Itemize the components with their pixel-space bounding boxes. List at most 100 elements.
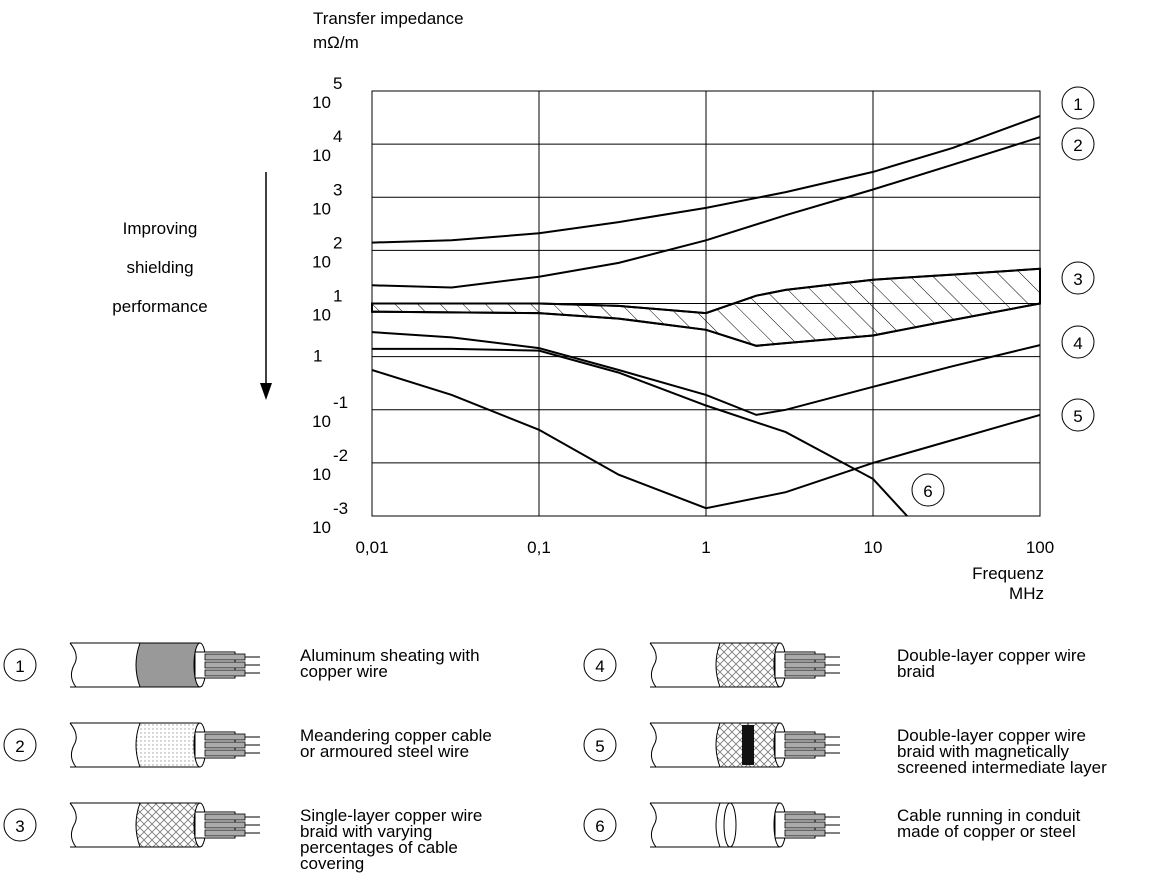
y-tick-label: 10 xyxy=(312,465,331,484)
cable-drawing xyxy=(135,802,201,848)
cable-drawing xyxy=(784,733,826,741)
cable-drawing xyxy=(204,733,246,741)
y-tick-label: 10 xyxy=(312,199,331,218)
legend-circle xyxy=(3,808,37,842)
cable-drawing xyxy=(784,813,826,821)
cable-drawing xyxy=(784,821,826,829)
cable-drawing xyxy=(784,661,826,669)
annotation: Improving xyxy=(123,219,198,238)
y-tick-exponent: 2 xyxy=(333,233,342,252)
y-tick-exponent: -3 xyxy=(333,499,348,518)
legend-text: Double-layer copper wire xyxy=(897,726,1086,745)
y-tick-label: 10 xyxy=(312,412,331,431)
legend-text: covering xyxy=(300,854,364,873)
legend-text: Single-layer copper wire xyxy=(300,806,482,825)
series-label-circle xyxy=(911,473,945,507)
legend-circle xyxy=(3,648,37,682)
legend-circle xyxy=(583,728,617,762)
x-tick-label: 0,01 xyxy=(355,538,388,557)
legend-text: Aluminum sheating with xyxy=(300,646,480,665)
cable-drawing xyxy=(204,653,246,661)
series-line xyxy=(371,136,1041,289)
series-label: 5 xyxy=(1073,407,1082,426)
cable-drawing xyxy=(135,722,201,768)
cable-drawing xyxy=(784,749,826,757)
series-label-circle xyxy=(1061,325,1095,359)
series-label-circle xyxy=(1061,86,1095,120)
x-tick-label: 1 xyxy=(701,538,710,557)
cable-drawing xyxy=(204,829,246,837)
cable-drawing xyxy=(723,802,737,848)
legend-text: copper wire xyxy=(300,662,388,681)
cable-drawing xyxy=(715,642,781,688)
series-line xyxy=(372,267,1041,315)
series-label-circle xyxy=(1061,261,1095,295)
cable-drawing xyxy=(742,725,754,765)
legend-number: 5 xyxy=(595,737,604,756)
series-line xyxy=(371,114,1041,244)
cable-drawing xyxy=(784,653,826,661)
cable-drawing xyxy=(204,661,246,669)
legend-text: Meandering copper cable xyxy=(300,726,492,745)
y-tick-label: 1 xyxy=(313,347,322,366)
legend-text: screened intermediate layer xyxy=(897,758,1107,777)
legend-text: Cable running in conduit xyxy=(897,806,1081,825)
y-tick-label: 10 xyxy=(312,306,331,325)
legend-number: 6 xyxy=(595,817,604,836)
legend-number: 3 xyxy=(15,817,24,836)
legend-number: 4 xyxy=(595,657,604,676)
series-line xyxy=(371,331,1041,416)
legend-text: braid with varying xyxy=(300,822,432,841)
legend-text: made of copper or steel xyxy=(897,822,1076,841)
series-label: 3 xyxy=(1073,270,1082,289)
cable-drawing xyxy=(204,749,246,757)
legend-text: braid xyxy=(897,662,935,681)
y-tick-label: 10 xyxy=(312,252,331,271)
x-tick-label: 100 xyxy=(1026,538,1054,557)
series-label-circle xyxy=(1061,127,1095,161)
series-label: 1 xyxy=(1073,95,1082,114)
band-lower-line xyxy=(371,302,1041,347)
legend-circle xyxy=(583,648,617,682)
annotation: shielding xyxy=(126,258,193,277)
cable-drawing xyxy=(204,669,246,677)
y-tick-label: 10 xyxy=(312,518,331,537)
cable-drawing xyxy=(784,829,826,837)
cable-drawing xyxy=(135,642,201,688)
y-tick-exponent: 5 xyxy=(333,74,342,93)
cable-drawing xyxy=(204,741,246,749)
y-tick-label: 10 xyxy=(312,93,331,112)
legend-number: 1 xyxy=(15,657,24,676)
y-tick-exponent: 1 xyxy=(333,287,342,306)
y-tick-exponent: 3 xyxy=(333,180,342,199)
legend-number: 2 xyxy=(15,737,24,756)
legend-text: braid with magnetically xyxy=(897,742,1069,761)
series-label: 6 xyxy=(923,482,932,501)
cable-drawing xyxy=(204,821,246,829)
legend-text: or armoured steel wire xyxy=(300,742,469,761)
series-label-circle xyxy=(1061,398,1095,432)
x-axis-label: MHz xyxy=(1009,584,1044,603)
cable-drawing xyxy=(784,741,826,749)
arrow-head xyxy=(260,383,272,400)
series-label: 2 xyxy=(1073,136,1082,155)
series-label: 4 xyxy=(1073,334,1082,353)
series-line xyxy=(372,347,908,517)
y-axis-label: Transfer impedance xyxy=(313,9,464,28)
x-axis-label: Frequenz xyxy=(972,564,1044,583)
y-tick-label: 10 xyxy=(312,146,331,165)
y-tick-exponent: 4 xyxy=(333,127,342,146)
y-tick-exponent: -2 xyxy=(333,446,348,465)
y-axis-label: mΩ/m xyxy=(313,33,359,52)
legend-circle xyxy=(583,808,617,842)
cable-drawing xyxy=(204,813,246,821)
cable-drawing xyxy=(784,669,826,677)
x-tick-label: 10 xyxy=(864,538,883,557)
x-tick-label: 0,1 xyxy=(527,538,551,557)
legend-text: percentages of cable xyxy=(300,838,458,857)
legend-text: Double-layer copper wire xyxy=(897,646,1086,665)
y-tick-exponent: -1 xyxy=(333,393,348,412)
series-line xyxy=(371,369,1041,510)
annotation: performance xyxy=(112,297,207,316)
